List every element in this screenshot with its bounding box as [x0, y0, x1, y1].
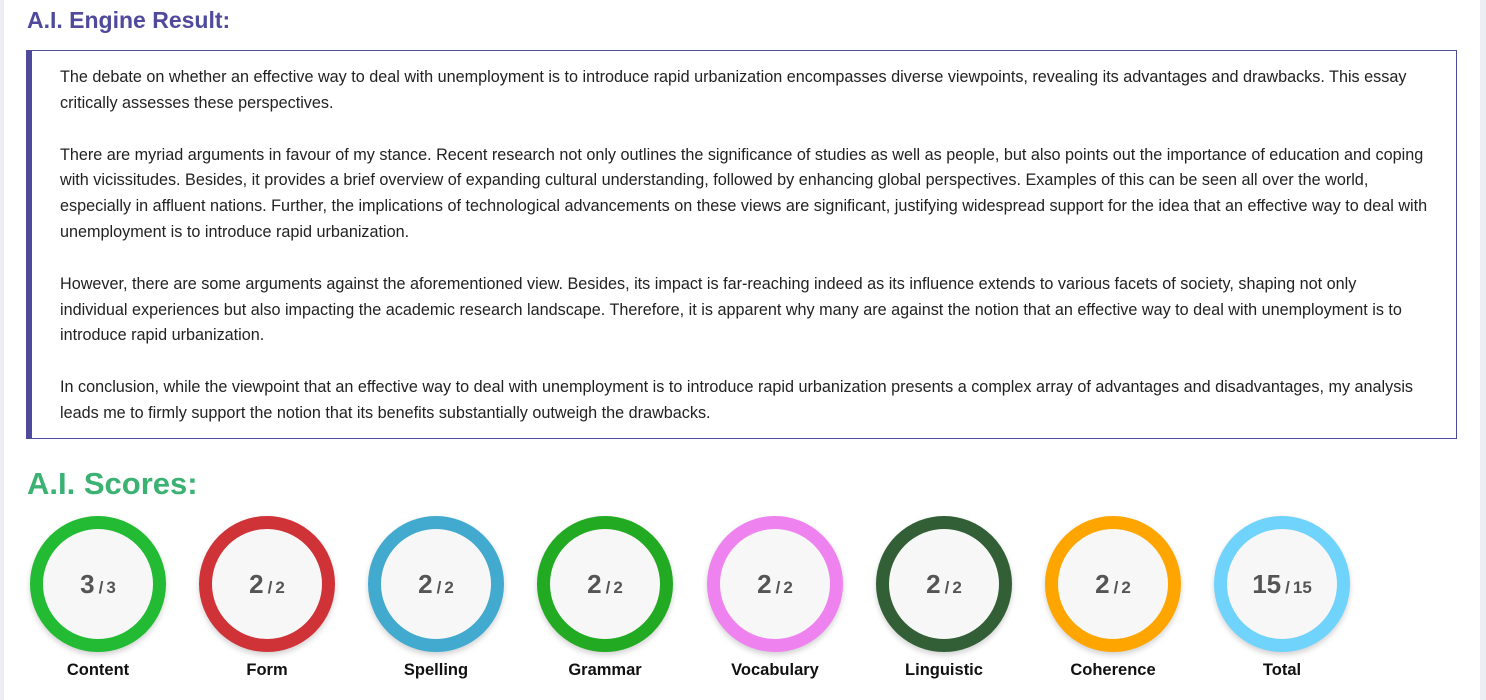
score-separator: / [605, 577, 611, 597]
score-max: 2 [444, 577, 454, 597]
score-separator: / [1285, 577, 1290, 597]
essay-paragraph-for: There are myriad arguments in favour of … [60, 145, 1428, 241]
score-vocabulary: 2/2 Vocabulary [707, 516, 843, 686]
score-ring-coherence: 2/2 [1045, 516, 1181, 652]
score-ring-vocabulary: 2/2 [707, 516, 843, 652]
score-separator: / [1113, 577, 1119, 597]
essay-paragraph-intro: The debate on whether an effective way t… [60, 68, 1407, 112]
score-grammar: 2/2 Grammar [537, 516, 673, 686]
score-value: 2/2 [757, 569, 793, 600]
score-linguistic: 2/2 Linguistic [876, 516, 1012, 686]
score-ring-form: 2/2 [199, 516, 335, 652]
score-separator: / [98, 577, 104, 597]
score-separator: / [267, 577, 273, 597]
score-label-total: Total [1262, 661, 1302, 679]
score-obtained: 2 [926, 568, 941, 599]
score-label-vocabulary: Vocabulary [731, 661, 819, 679]
essay-paragraph-conclusion: In conclusion, while the viewpoint that … [60, 378, 1414, 422]
score-value: 2/2 [926, 569, 962, 600]
score-obtained: 2 [587, 568, 602, 599]
score-value: 2/2 [249, 569, 285, 600]
score-obtained: 15 [1252, 568, 1282, 599]
score-label-coherence: Coherence [1070, 661, 1156, 679]
score-ring-total: 15/15 [1214, 516, 1350, 652]
score-max: 2 [1121, 577, 1131, 597]
score-max: 2 [783, 577, 793, 597]
score-ring-grammar: 2/2 [537, 516, 673, 652]
score-max: 3 [106, 577, 116, 597]
left-gutter [0, 0, 4, 700]
engine-result-heading: A.I. Engine Result: [27, 7, 231, 33]
score-value: 2/2 [418, 569, 454, 600]
score-separator: / [944, 577, 950, 597]
score-max: 2 [952, 577, 962, 597]
score-value: 3/3 [80, 569, 116, 600]
score-obtained: 2 [757, 568, 772, 599]
score-label-form: Form [246, 661, 288, 679]
scores-row: 3/3 Content 2/2 Form 2/2 Spelling 2/2 Gr… [30, 516, 1450, 686]
score-label-grammar: Grammar [568, 661, 642, 679]
essay-result-box: The debate on whether an effective way t… [26, 50, 1457, 439]
score-spelling: 2/2 Spelling [368, 516, 504, 686]
score-obtained: 2 [1095, 568, 1110, 599]
page-scrollbar[interactable] [1480, 0, 1486, 700]
score-obtained: 2 [418, 568, 433, 599]
score-value: 2/2 [1095, 569, 1131, 600]
score-separator: / [436, 577, 442, 597]
score-form: 2/2 Form [199, 516, 335, 686]
score-obtained: 2 [249, 568, 264, 599]
score-max: 2 [613, 577, 623, 597]
score-obtained: 3 [80, 568, 95, 599]
score-separator: / [775, 577, 781, 597]
score-content: 3/3 Content [30, 516, 166, 686]
score-ring-linguistic: 2/2 [876, 516, 1012, 652]
score-max: 2 [275, 577, 285, 597]
score-value: 2/2 [587, 569, 623, 600]
score-label-linguistic: Linguistic [905, 661, 983, 679]
score-label-spelling: Spelling [403, 661, 469, 679]
score-ring-content: 3/3 [30, 516, 166, 652]
ai-scores-heading: A.I. Scores: [27, 466, 198, 501]
essay-paragraph-against: However, there are some arguments agains… [60, 274, 1402, 345]
score-value: 15/15 [1252, 569, 1312, 600]
score-ring-spelling: 2/2 [368, 516, 504, 652]
score-total: 15/15 Total [1214, 516, 1350, 686]
score-label-content: Content [66, 661, 130, 679]
score-coherence: 2/2 Coherence [1045, 516, 1181, 686]
score-max: 15 [1292, 577, 1312, 597]
